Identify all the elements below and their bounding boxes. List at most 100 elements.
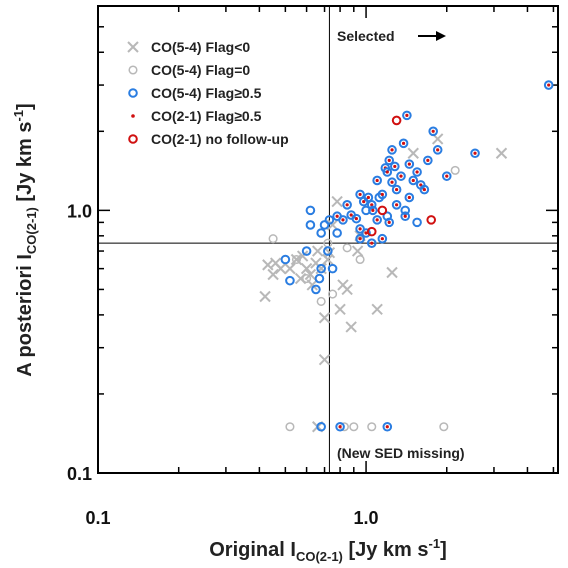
data-point [377,233,388,244]
data-point [386,266,398,279]
data-point [384,217,395,228]
data-point [402,110,412,121]
data-point [371,303,383,316]
data-point [331,195,343,208]
data-point [345,321,357,333]
data-point [323,246,336,259]
data-point [318,312,331,324]
data-point [296,250,309,262]
legend-label: CO(5-4) Flag<0 [151,39,250,55]
data-point [426,215,437,225]
data-point [304,268,317,281]
data-point [391,200,402,210]
legend-item: CO(5-4) Flag=0 [128,62,250,78]
data-point [332,228,342,238]
data-point [259,290,271,303]
data-point [290,253,303,266]
data-point [450,165,460,175]
legend-marker [128,65,138,75]
data-point [316,228,326,238]
x-tick-label: 1.0 [354,508,379,528]
y-tick-label: 1.0 [67,201,92,221]
data-point [408,175,419,186]
data-point [382,167,393,177]
data-point [301,246,312,256]
data-point [284,262,296,275]
data-point [316,263,326,274]
data-point [543,80,554,90]
data-point [291,254,302,265]
data-point [300,262,313,275]
data-point [327,263,338,274]
data-point [441,171,452,181]
data-point [341,283,353,296]
x-axis-label: Original ICO(2-1) [Jy km s-1] [209,536,446,564]
data-point [268,234,278,244]
data-point [396,171,406,181]
new-sed-annotation: (New SED missing) [337,445,465,461]
data-point [314,273,325,284]
data-point [372,215,382,225]
data-point [324,215,335,225]
data-point [285,422,295,432]
tick-labels: 0.1 1.0 0.1 1.0 [67,201,379,528]
data-point [439,422,449,432]
legend-label: CO(5-4) Flag≥0.5 [151,85,262,101]
data-point [326,219,339,231]
data-point [305,205,316,216]
legend-marker [128,88,138,98]
legend-item: CO(5-4) Flag<0 [127,39,250,55]
data-point [274,262,287,275]
data-point [400,205,411,216]
data-point [335,421,345,432]
legend-marker [131,114,135,118]
data-point [428,126,438,137]
data-point [495,147,508,159]
data-point [355,189,365,200]
data-point [387,177,397,188]
data-point [423,155,433,166]
data-point [390,161,400,172]
legend-label: CO(5-4) Flag=0 [151,62,250,78]
data-point [316,296,326,306]
x-tick-label: 0.1 [85,508,110,528]
data-point [384,155,395,166]
data-point [316,421,326,432]
axis-ticks [97,5,558,474]
legend-item: CO(2-1) Flag≥0.5 [131,108,262,124]
data-point [400,211,411,222]
data-point [323,246,333,256]
data-point [342,243,352,253]
data-point [319,220,330,230]
data-point [367,422,377,432]
data-point [342,200,352,210]
data-point [355,254,365,265]
data-point [302,274,312,284]
data-point [368,205,378,216]
data-point [267,268,279,281]
data-point [419,184,430,195]
data-point [351,245,364,257]
data-point [387,145,397,155]
data-point [334,303,346,316]
data-point [391,184,402,195]
data-point [311,245,324,257]
data-point [432,145,443,155]
legend-label: CO(2-1) Flag≥0.5 [151,108,262,124]
data-point [361,228,371,238]
data-point [349,422,359,432]
data-points [259,80,554,433]
data-point [328,289,338,299]
data-point [398,138,409,149]
data-point [372,175,382,186]
data-point [338,215,348,225]
legend-marker [127,41,139,53]
data-point [404,159,415,169]
y-tick-label: 0.1 [67,464,92,484]
selected-arrow [418,31,446,41]
data-point [322,253,334,266]
data-point [382,421,393,432]
legend-marker [128,134,138,144]
data-point [305,220,316,230]
